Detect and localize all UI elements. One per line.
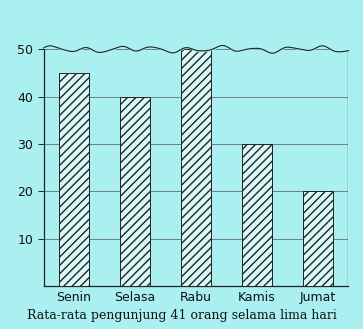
Bar <box>120 97 150 286</box>
Bar <box>181 49 211 286</box>
Bar <box>59 73 89 286</box>
Bar <box>242 144 272 286</box>
Bar <box>181 21 211 49</box>
Text: Rata-rata pengunjung 41 orang selama lima hari: Rata-rata pengunjung 41 orang selama lim… <box>26 309 337 322</box>
Bar <box>303 191 333 286</box>
